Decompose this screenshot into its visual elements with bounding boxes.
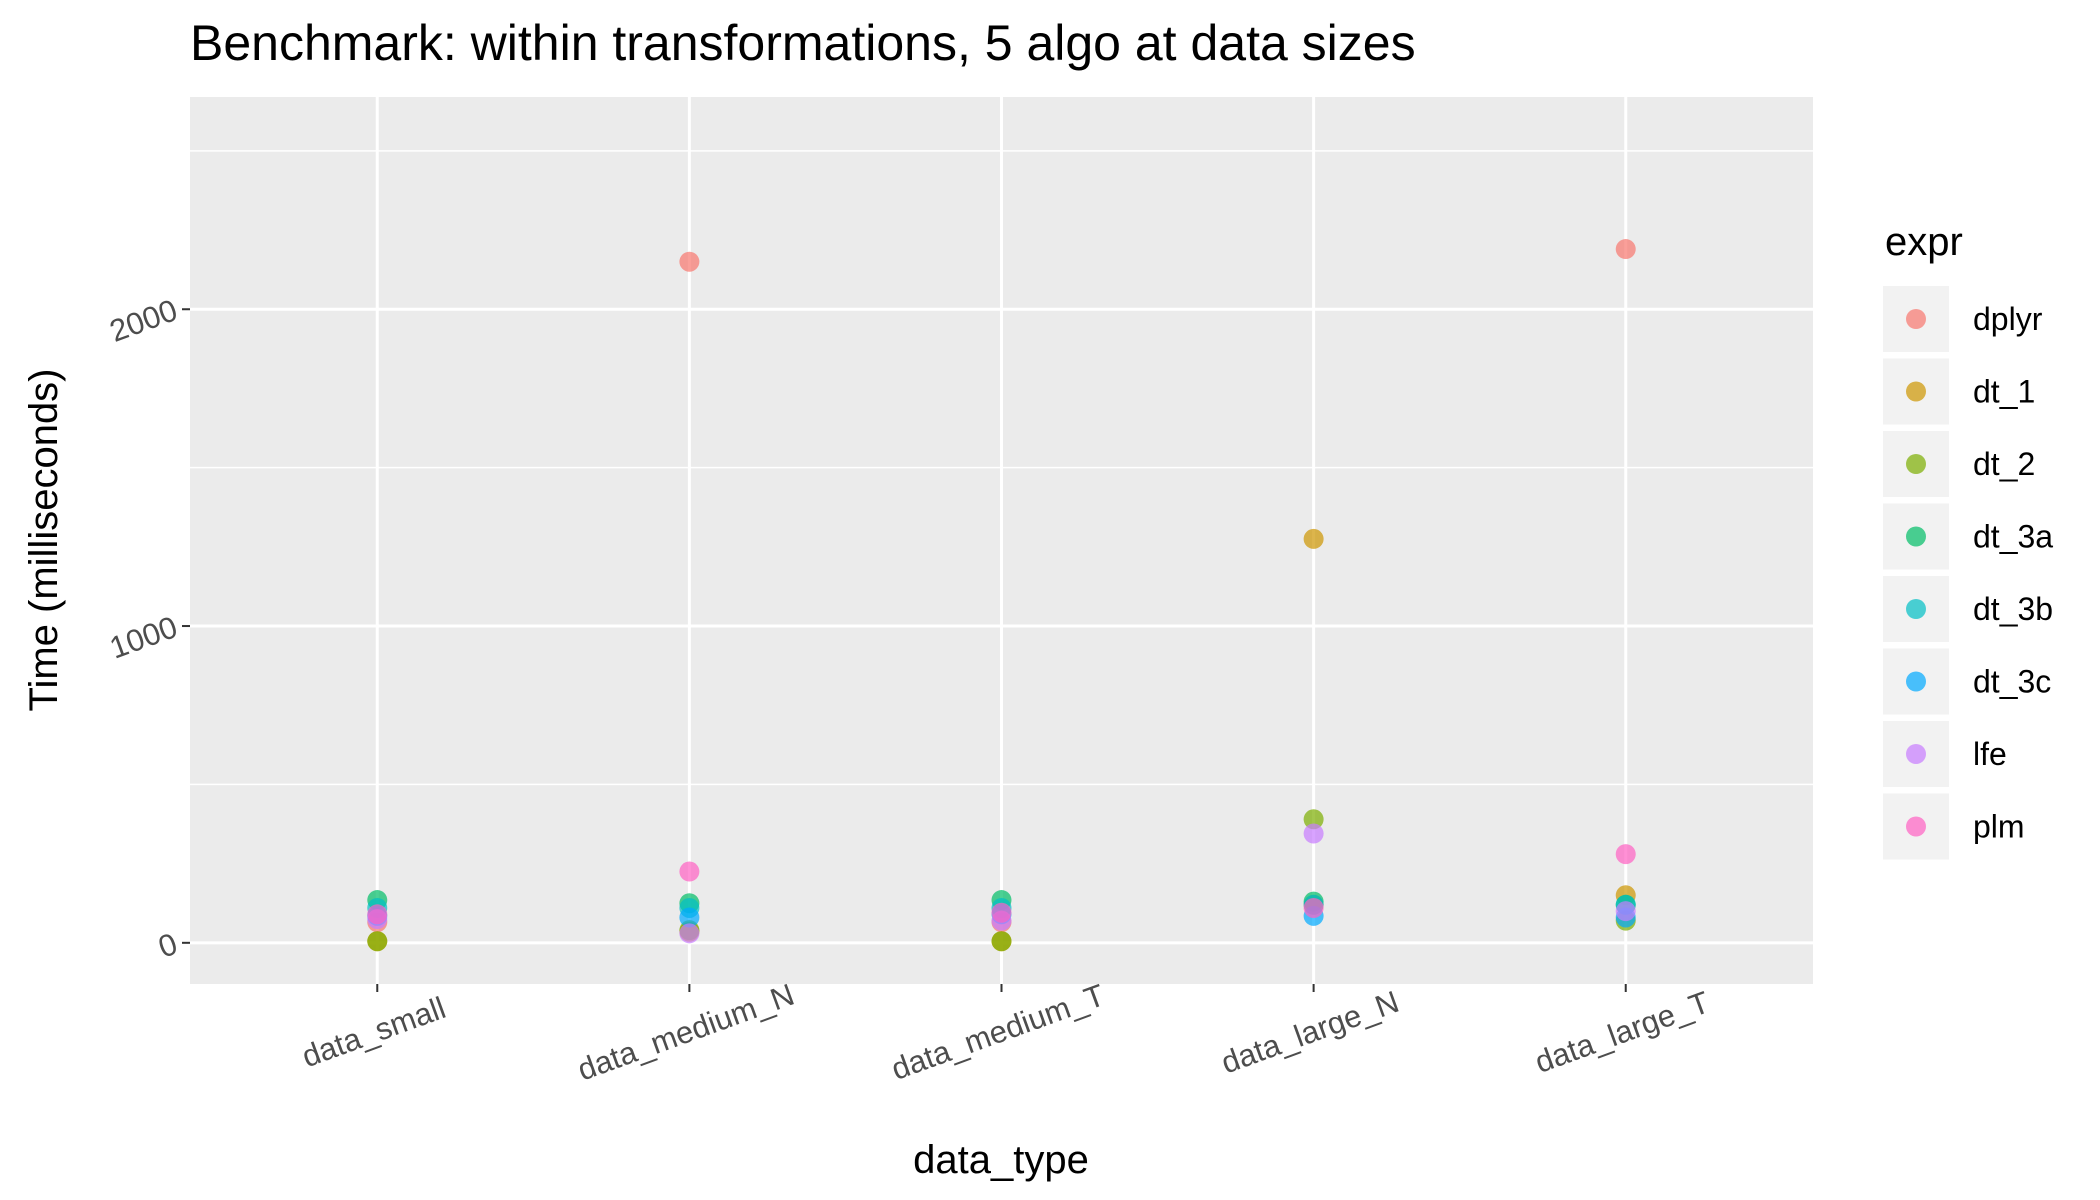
legend-key-symbol <box>1906 309 1926 329</box>
point-plm-data_small <box>367 904 388 925</box>
legend-key-symbol <box>1906 526 1926 547</box>
legend-title: expr <box>1885 220 1963 264</box>
point-dt_2-data_large_N <box>1303 809 1324 830</box>
y-tick-label: 0 <box>154 926 182 965</box>
y-axis-ticks: 0 1000 2000 <box>105 292 190 965</box>
legend-label-plm: plm <box>1973 809 2025 845</box>
x-tick-label: data_medium_T <box>887 977 1110 1087</box>
legend-label-dt_3a: dt_3a <box>1973 519 2053 555</box>
legend-label-dt_3c: dt_3c <box>1973 664 2051 700</box>
point-plm-data_medium_T <box>991 902 1012 923</box>
legend-key-symbol <box>1906 816 1926 837</box>
y-tick-label: 1000 <box>105 609 182 665</box>
legend-label-dt_2: dt_2 <box>1973 446 2035 482</box>
point-dt_2-data_medium_T <box>991 931 1012 952</box>
x-axis-ticks: data_small data_medium_N data_medium_T data… <box>297 977 1714 1088</box>
legend-label-dt_1: dt_1 <box>1973 374 2035 410</box>
point-lfe-data_large_N <box>1303 823 1324 844</box>
point-plm-data_large_T <box>1615 844 1636 865</box>
point-dt_3c-data_medium_N <box>679 907 700 928</box>
legend-key-symbol <box>1906 454 1926 474</box>
x-axis-title: data_type <box>913 1138 1089 1182</box>
point-lfe-data_large_T <box>1615 901 1636 922</box>
point-plm-data_large_N <box>1303 897 1324 918</box>
point-dt_1-data_large_N <box>1303 528 1324 549</box>
x-tick-label: data_medium_N <box>573 977 799 1088</box>
legend-key-symbol <box>1906 744 1926 764</box>
chart-title: Benchmark: within transformations, 5 alg… <box>190 15 1416 71</box>
point-lfe-data_medium_N <box>679 923 700 944</box>
legend-key-symbol <box>1906 671 1926 692</box>
point-dt_2-data_small <box>367 931 388 952</box>
legend-key-symbol <box>1906 381 1926 402</box>
point-plm-data_medium_N <box>679 861 700 882</box>
legend-label-dt_3b: dt_3b <box>1973 591 2053 627</box>
data-points <box>367 239 1636 952</box>
legend-label-lfe: lfe <box>1973 736 2007 772</box>
y-tick-label: 2000 <box>105 292 182 348</box>
point-dplyr-data_medium_N <box>679 251 700 272</box>
legend-label-dplyr: dplyr <box>1973 301 2043 337</box>
legend-key-symbol <box>1906 599 1926 619</box>
x-tick-label: data_large_N <box>1217 984 1404 1081</box>
x-tick-label: data_large_T <box>1530 984 1714 1079</box>
x-tick-label: data_small <box>297 990 450 1074</box>
point-dplyr-data_large_T <box>1615 239 1636 260</box>
y-axis-title: Time (milliseconds) <box>22 368 66 711</box>
